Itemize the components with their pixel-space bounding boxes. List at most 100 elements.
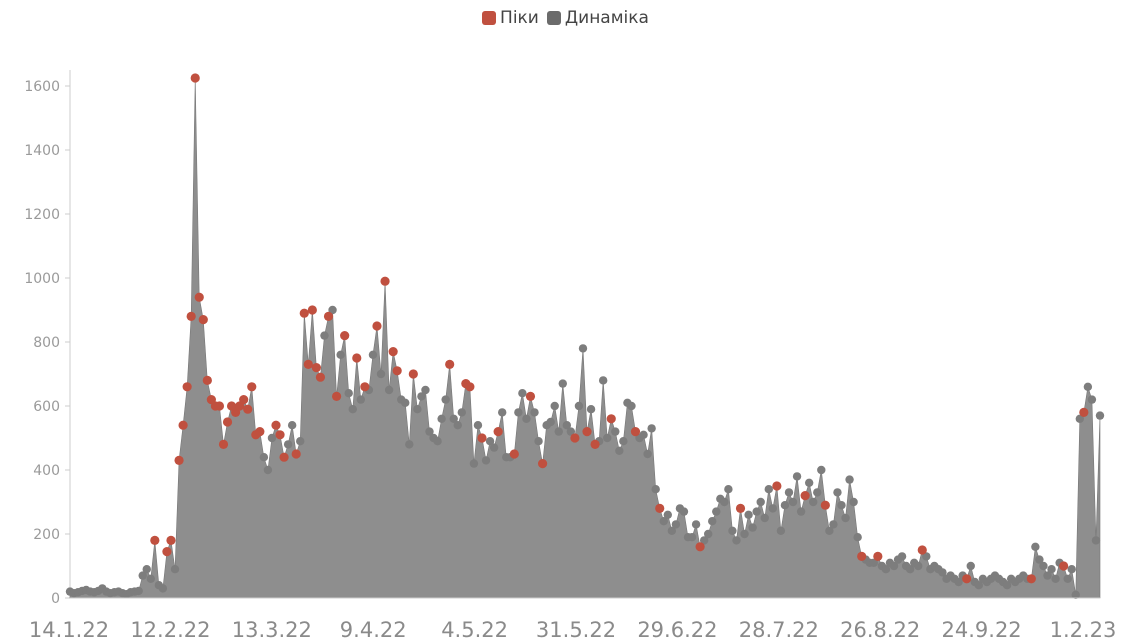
data-point[interactable] [550,401,559,411]
peak-point[interactable] [1079,407,1089,417]
data-point[interactable] [679,507,689,516]
peak-point[interactable] [445,359,455,369]
peak-point[interactable] [380,276,390,286]
peak-point[interactable] [182,382,192,392]
peak-point[interactable] [372,321,382,331]
data-point[interactable] [849,497,858,507]
data-point[interactable] [1095,411,1105,420]
data-point[interactable] [1035,555,1044,564]
data-point[interactable] [598,376,608,385]
data-point[interactable] [578,344,588,353]
data-point[interactable] [1075,414,1085,423]
peak-point[interactable] [360,382,370,392]
peak-point[interactable] [291,449,301,459]
data-point[interactable] [421,385,430,395]
peak-point[interactable] [820,500,830,510]
data-point[interactable] [627,401,636,411]
peak-point[interactable] [162,547,172,557]
data-point[interactable] [489,443,499,452]
data-point[interactable] [146,574,155,583]
data-point[interactable] [401,398,410,407]
data-point[interactable] [833,488,842,497]
peak-point[interactable] [243,404,253,414]
data-point[interactable] [1063,574,1072,583]
data-point[interactable] [922,552,931,561]
data-point[interactable] [368,350,378,359]
data-point[interactable] [562,421,572,430]
data-point[interactable] [825,526,834,535]
peak-point[interactable] [962,574,972,584]
data-point[interactable] [522,414,531,423]
peak-point[interactable] [606,414,616,424]
data-point[interactable] [1002,581,1012,590]
peak-point[interactable] [509,449,519,459]
data-point[interactable] [611,427,620,436]
peak-point[interactable] [323,311,334,321]
data-point[interactable] [1083,382,1093,391]
peak-point[interactable] [695,542,705,552]
data-point[interactable] [966,561,975,571]
peak-point[interactable] [655,503,665,513]
data-point[interactable] [514,408,523,417]
data-point[interactable] [425,427,434,436]
peak-point[interactable] [194,292,204,302]
peak-point[interactable] [630,427,641,437]
peak-point[interactable] [388,347,398,357]
data-point[interactable] [792,472,802,481]
data-point[interactable] [740,529,749,539]
data-point[interactable] [817,465,826,475]
data-point[interactable] [768,504,778,513]
data-point[interactable] [296,437,305,446]
data-point[interactable] [534,437,543,446]
data-point[interactable] [376,369,386,379]
data-point[interactable] [481,456,491,465]
data-point[interactable] [914,561,923,571]
data-point[interactable] [796,507,806,516]
data-point[interactable] [259,453,269,462]
peak-point[interactable] [299,308,309,318]
data-point[interactable] [756,497,765,507]
data-point[interactable] [845,475,854,484]
data-point[interactable] [869,558,878,567]
data-point[interactable] [732,536,741,545]
data-point[interactable] [905,565,915,574]
data-point[interactable] [603,433,612,443]
data-point[interactable] [344,389,353,398]
data-point[interactable] [651,485,660,494]
peak-point[interactable] [408,369,418,379]
peak-point[interactable] [331,391,342,401]
data-point[interactable] [413,405,422,414]
data-point[interactable] [138,571,147,580]
data-point[interactable] [554,427,563,436]
peak-point[interactable] [190,73,200,83]
peak-point[interactable] [218,439,229,449]
data-point[interactable] [671,520,681,529]
data-point[interactable] [283,440,293,449]
peak-point[interactable] [477,433,487,443]
data-point[interactable] [1039,561,1048,571]
data-point[interactable] [841,513,850,523]
peak-point[interactable] [392,366,402,376]
data-point[interactable] [1047,565,1056,574]
peak-point[interactable] [352,353,362,363]
data-point[interactable] [134,586,143,596]
peak-point[interactable] [275,430,285,440]
data-point[interactable] [1043,571,1052,580]
data-point[interactable] [813,488,822,497]
data-point[interactable] [453,421,462,430]
peak-point[interactable] [465,382,475,392]
data-point[interactable] [776,526,786,535]
peak-point[interactable] [315,372,326,382]
data-point[interactable] [699,536,709,545]
data-point[interactable] [485,437,495,446]
peak-point[interactable] [174,455,184,465]
data-point[interactable] [619,437,628,446]
data-point[interactable] [558,379,567,388]
data-point[interactable] [384,385,394,395]
peak-point[interactable] [255,427,265,437]
data-point[interactable] [142,565,151,574]
data-point[interactable] [498,408,507,417]
peak-point[interactable] [186,311,196,321]
peak-point[interactable] [340,331,350,341]
data-point[interactable] [691,520,701,529]
